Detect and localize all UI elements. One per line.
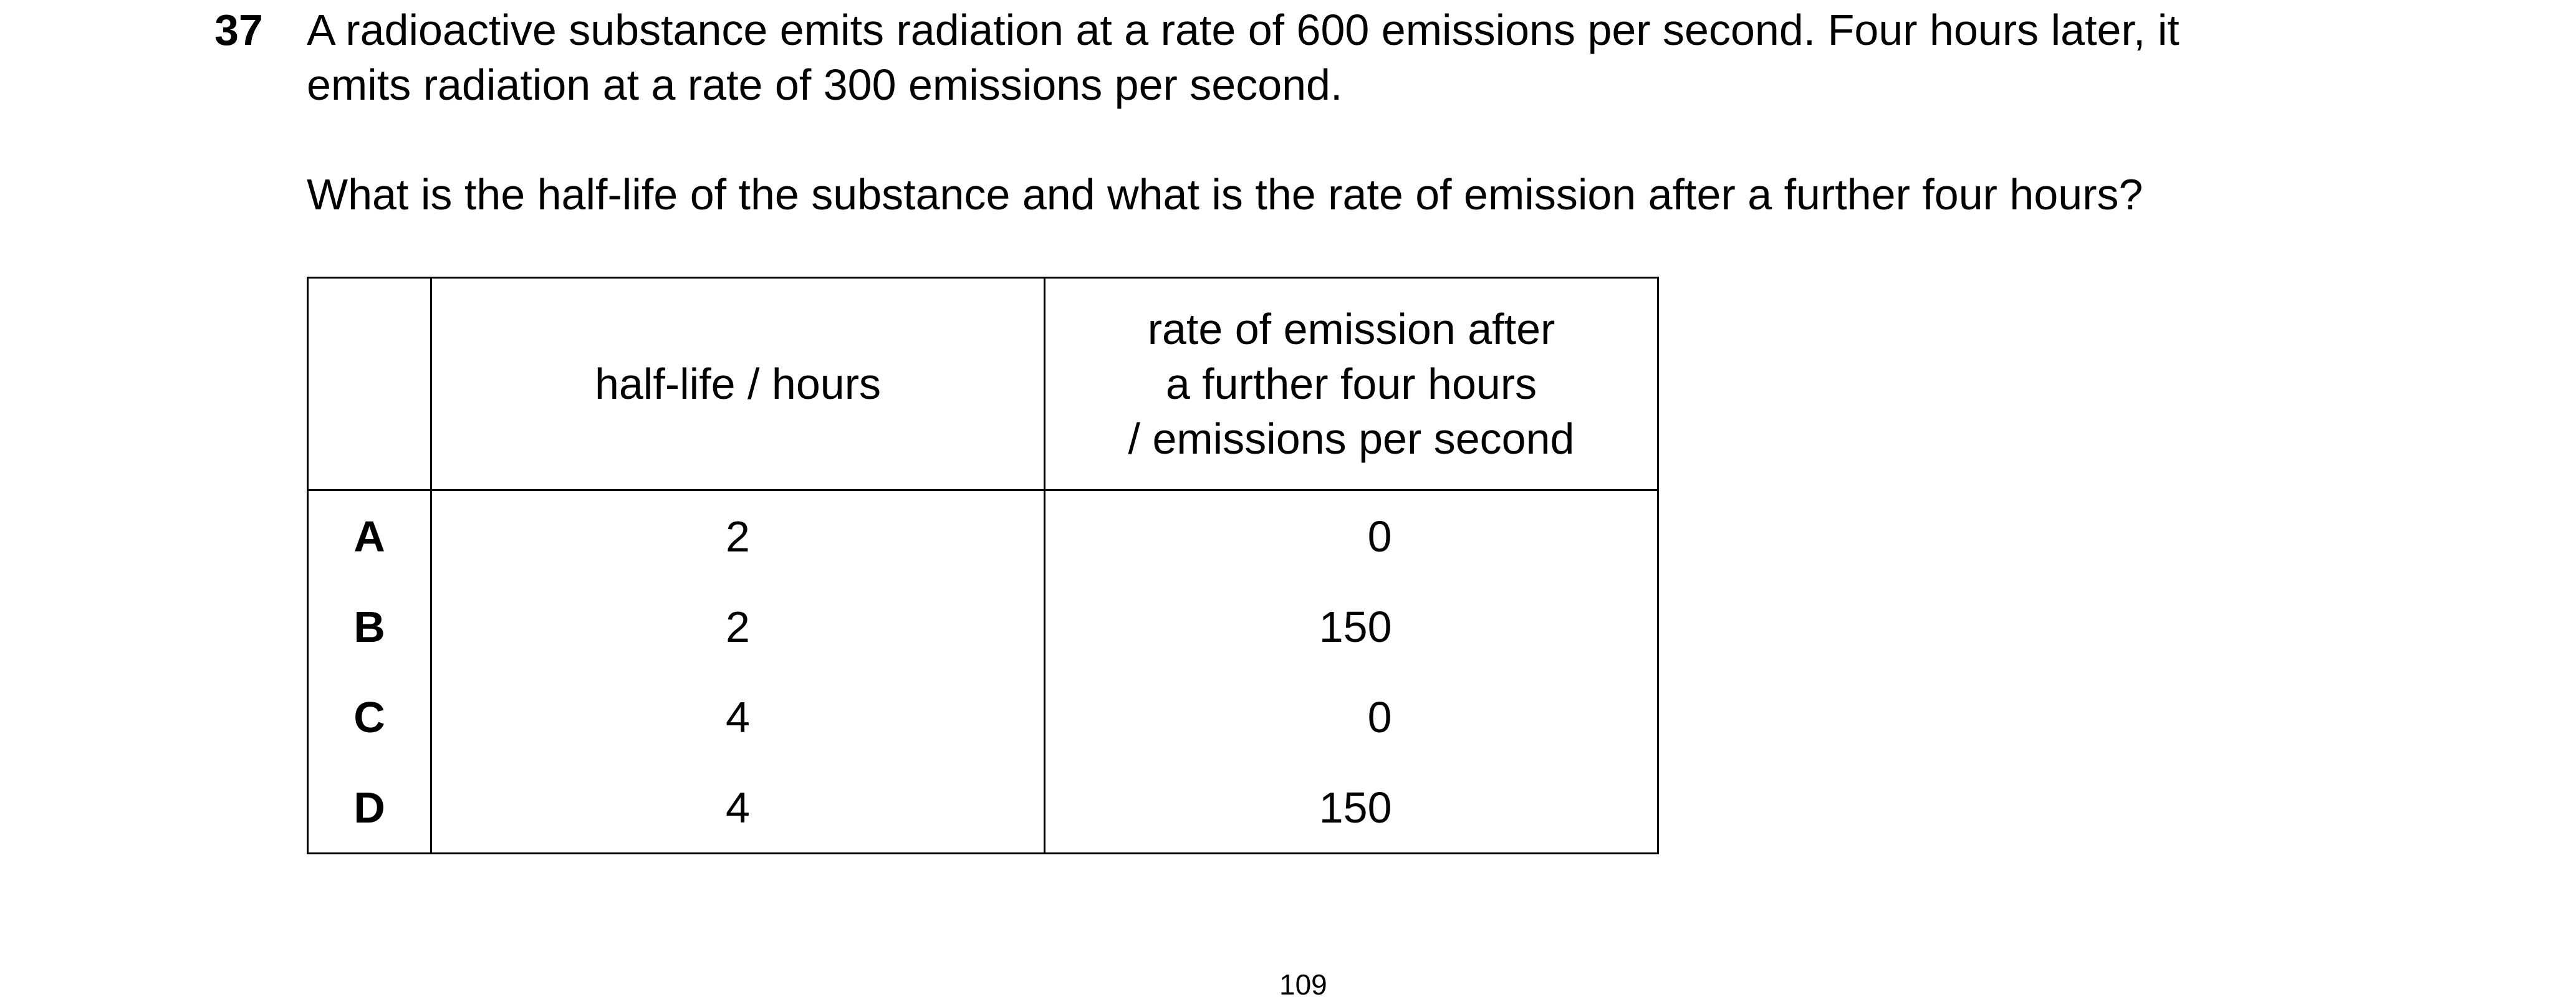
question-stem: A radioactive substance emits radiation … xyxy=(307,2,2439,112)
option-rate: 0 xyxy=(1044,672,1659,762)
option-rate: 150 xyxy=(1044,581,1659,672)
header-rate-line-2: a further four hours xyxy=(1165,360,1537,408)
option-rate-value: 0 xyxy=(1367,692,1392,742)
option-letter: D xyxy=(307,762,432,854)
option-half-life: 2 xyxy=(430,581,1045,672)
question-number: 37 xyxy=(214,6,263,54)
question-stem-line-1: A radioactive substance emits radiation … xyxy=(307,6,2180,54)
question-stem-line-2: emits radiation at a rate of 300 emissio… xyxy=(307,60,1343,109)
question-prompt: What is the half-life of the substance a… xyxy=(307,170,2143,219)
option-letter: B xyxy=(307,581,432,672)
header-rate-line-1: rate of emission after xyxy=(1147,305,1555,353)
option-rate: 0 xyxy=(1044,490,1659,581)
option-half-life: 4 xyxy=(430,762,1045,854)
option-rate-value: 150 xyxy=(1319,783,1392,832)
option-rate: 150 xyxy=(1044,762,1659,854)
header-rate-of-emission: rate of emission after a further four ho… xyxy=(1044,277,1659,491)
table-row: A 2 0 xyxy=(307,490,1659,581)
table-row: D 4 150 xyxy=(307,762,1659,854)
table-header-row: half-life / hours rate of emission after… xyxy=(307,277,1659,491)
option-letter: C xyxy=(307,672,432,762)
page-number: 109 xyxy=(1279,968,1327,1001)
option-rate-value: 150 xyxy=(1319,602,1392,651)
option-half-life: 2 xyxy=(430,490,1045,581)
header-half-life: half-life / hours xyxy=(430,277,1045,491)
option-letter: A xyxy=(307,490,432,581)
table-row: C 4 0 xyxy=(307,672,1659,762)
option-rate-value: 0 xyxy=(1367,512,1392,561)
answer-options-table: half-life / hours rate of emission after… xyxy=(307,277,1659,854)
table-row: B 2 150 xyxy=(307,581,1659,672)
header-letter-cell xyxy=(307,277,432,491)
option-half-life: 4 xyxy=(430,672,1045,762)
header-rate-line-3: / emissions per second xyxy=(1128,414,1575,463)
